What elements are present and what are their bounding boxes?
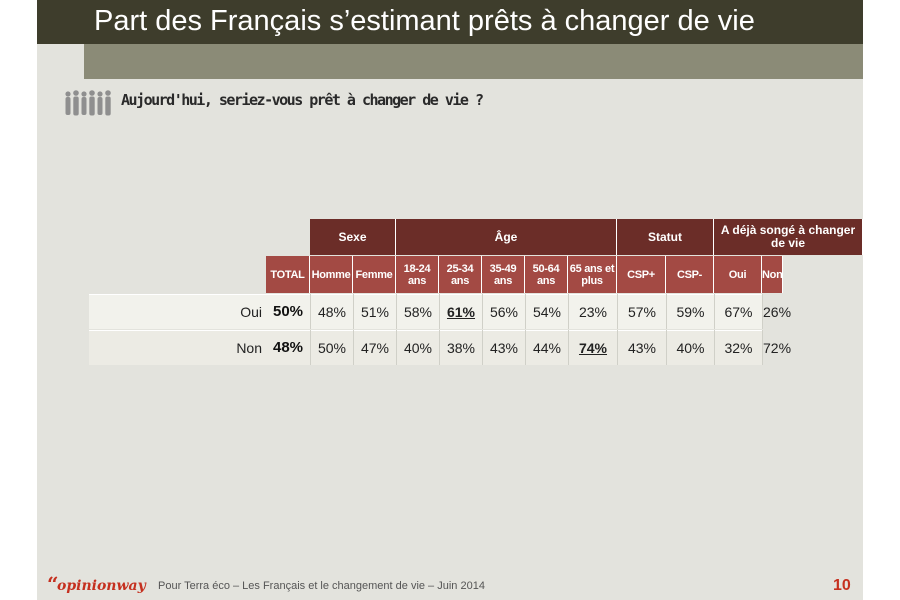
row-total: 48% [272,339,304,356]
column-header: Non [762,256,784,293]
column-header: 25-34 ans [439,256,482,293]
data-cell: 74% [568,330,617,365]
group-header-2: Statut [617,219,714,255]
opinionway-logo: opinionway [57,578,146,594]
column-header: 50-64 ans [525,256,568,293]
data-cell: 59% [666,294,714,329]
cell-value: 51% [360,303,390,320]
data-cell: 32% [714,330,762,365]
group-header-3: A déjà songé à changer de vie [714,219,863,255]
data-cell: 56% [482,294,525,329]
footer-text: Pour Terra éco – Les Français et le chan… [158,580,485,592]
data-cell: 23% [568,294,617,329]
row-label: Oui [240,303,262,320]
cell-value: 56% [489,303,519,320]
row-label: Non [236,339,262,356]
data-cell: 48% [310,294,353,329]
data-cell: 67% [714,294,762,329]
data-cell: 61% [439,294,482,329]
cell-value: 57% [627,303,657,320]
data-cell: 43% [482,330,525,365]
data-cell: 47% [353,330,396,365]
cell-value: 26% [763,303,792,320]
data-cell: 54% [525,294,568,329]
cell-value: 38% [446,339,476,356]
data-cell: 72% [762,330,791,365]
cell-value: 50% [317,339,347,356]
data-cell: 57% [617,294,666,329]
cell-value: 72% [763,339,792,356]
cell-value: 61% [446,303,476,320]
column-header: 18-24 ans [396,256,439,293]
cell-value: 58% [403,303,433,320]
cell-value: 43% [627,339,657,356]
column-header: 35-49 ans [482,256,525,293]
data-cell: 43% [617,330,666,365]
data-cell: 26% [762,294,791,329]
data-cell: 51% [353,294,396,329]
column-header: CSP+ [617,256,666,293]
data-cell: 58% [396,294,439,329]
column-header: Homme [310,256,353,293]
column-header: CSP- [666,256,714,293]
cell-value: 40% [676,339,705,356]
data-cell: 40% [396,330,439,365]
header-total: TOTAL [266,256,310,293]
page-number: 10 [833,577,851,594]
data-cell: 50% [310,330,353,365]
row-total: 50% [272,303,304,320]
cell-value: 23% [578,303,608,320]
table-row [89,294,762,329]
cell-value: 59% [676,303,705,320]
cell-value: 54% [532,303,562,320]
title-bar: Part des Français s’estimant prêts à cha… [37,0,863,44]
table-row [89,330,762,365]
data-cell: 44% [525,330,568,365]
cell-value: 67% [724,303,753,320]
people-group-icon [65,90,111,116]
survey-question: Aujourd'hui, seriez-vous prêt à changer … [121,91,484,109]
cell-value: 44% [532,339,562,356]
data-cell: 40% [666,330,714,365]
data-cell: 38% [439,330,482,365]
cell-value: 40% [403,339,433,356]
cell-value: 32% [724,339,753,356]
slide: Part des Français s’estimant prêts à cha… [37,0,863,600]
column-header: Oui [714,256,762,293]
cell-value: 48% [317,303,347,320]
cell-value: 43% [489,339,519,356]
cell-value: 47% [360,339,390,356]
cell-value: 74% [578,339,608,356]
group-header-1: Âge [396,219,617,255]
footer-quote-mark: “ [47,572,59,596]
column-header: Femme [353,256,396,293]
column-header: 65 ans et plus [568,256,617,293]
page-title: Part des Français s’estimant prêts à cha… [94,5,755,37]
title-band [84,44,863,79]
group-header-0: Sexe [310,219,396,255]
